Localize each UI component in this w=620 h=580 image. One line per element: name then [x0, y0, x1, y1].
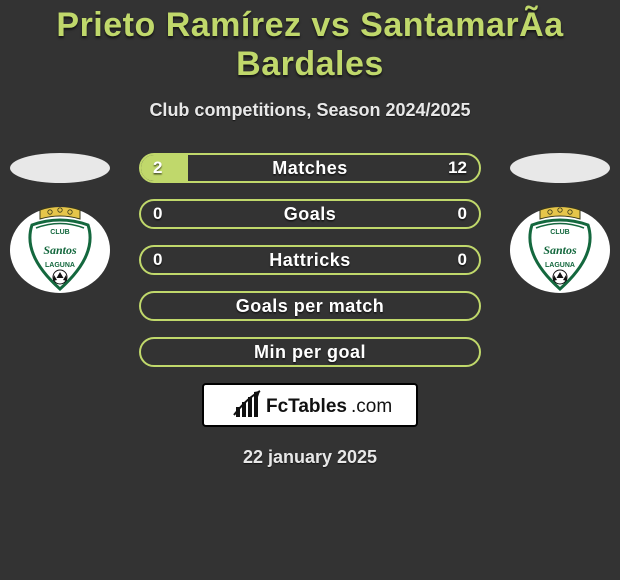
svg-text:CLUB: CLUB: [50, 229, 69, 236]
stat-label: Goals: [141, 204, 479, 225]
svg-text:Santos: Santos: [43, 243, 77, 257]
stat-label: Min per goal: [141, 342, 479, 363]
page-title: Prieto Ramírez vs SantamarÃ­a Bardales: [0, 0, 620, 84]
stat-bar-matches: 2 Matches 12: [139, 153, 481, 183]
stat-value-right: 0: [458, 250, 467, 270]
stat-label: Matches: [141, 158, 479, 179]
stat-bar-goals: 0 Goals 0: [139, 199, 481, 229]
stat-label: Goals per match: [141, 296, 479, 317]
player-right-badge: [510, 153, 610, 183]
stat-bars: 2 Matches 12 0 Goals 0 0 Hattricks 0 Goa…: [139, 153, 481, 367]
date-label: 22 january 2025: [0, 447, 620, 468]
stat-label: Hattricks: [141, 250, 479, 271]
player-left-badge: [10, 153, 110, 183]
comparison-panel: CLUB Santos LAGUNA CLUB Santos LAGUNA: [0, 153, 620, 468]
club-logo-right: CLUB Santos LAGUNA: [510, 207, 610, 293]
club-logo-left: CLUB Santos LAGUNA: [10, 207, 110, 293]
stat-bar-mpg: Min per goal: [139, 337, 481, 367]
brand-box: FcTables .com: [202, 383, 418, 427]
svg-text:FcTables: FcTables: [266, 396, 347, 417]
svg-text:Santos: Santos: [543, 243, 577, 257]
subtitle: Club competitions, Season 2024/2025: [0, 100, 620, 121]
svg-text:LAGUNA: LAGUNA: [45, 262, 75, 269]
stat-bar-hattricks: 0 Hattricks 0: [139, 245, 481, 275]
svg-text:.com: .com: [351, 396, 392, 417]
stat-value-right: 12: [448, 158, 467, 178]
svg-text:CLUB: CLUB: [550, 229, 569, 236]
stat-bar-gpm: Goals per match: [139, 291, 481, 321]
stat-value-right: 0: [458, 204, 467, 224]
svg-text:LAGUNA: LAGUNA: [545, 262, 575, 269]
fctables-logo-icon: FcTables .com: [210, 385, 410, 425]
